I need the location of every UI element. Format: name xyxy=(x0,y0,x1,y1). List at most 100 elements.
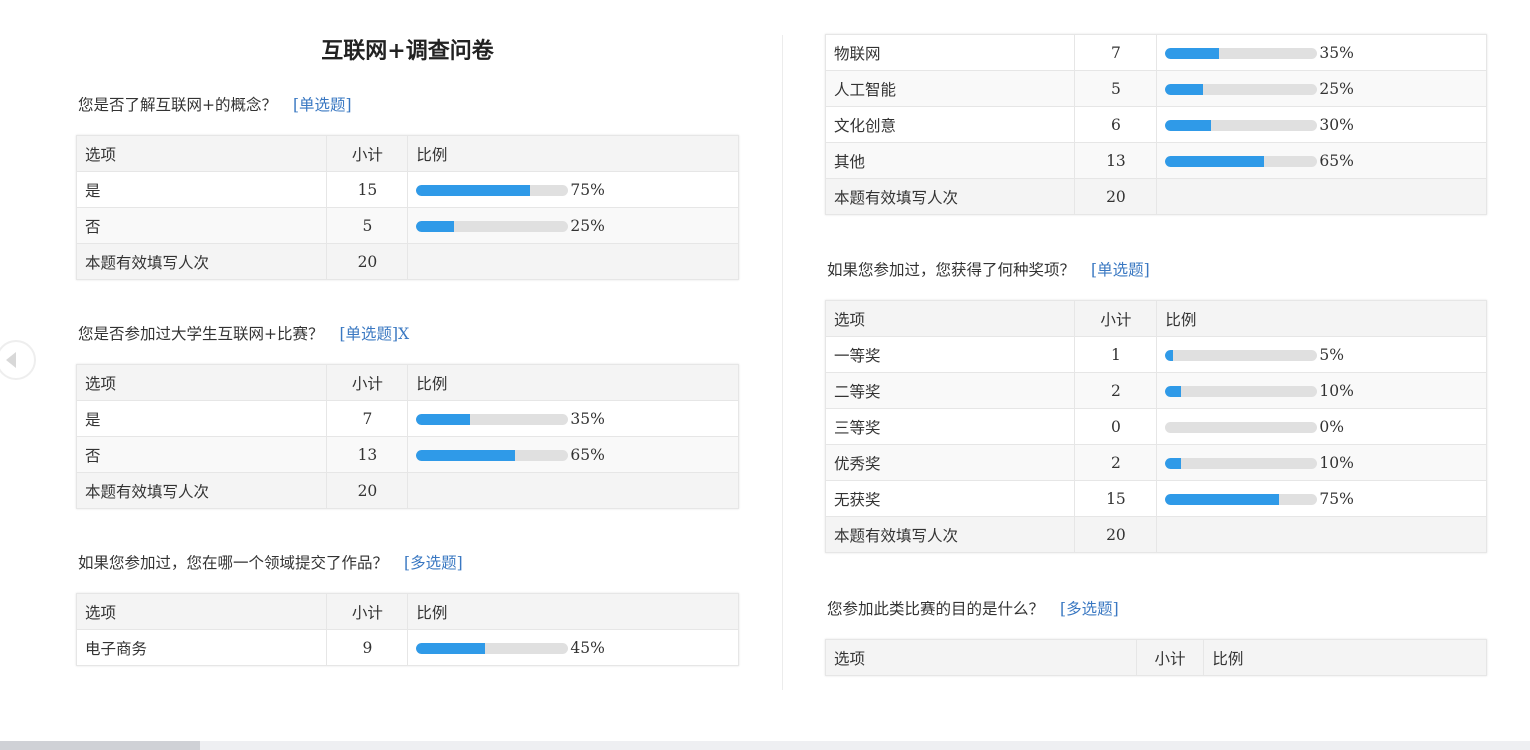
question-text: 您是否参加过大学生互联网+比赛？ xyxy=(78,325,324,343)
percent-label: 65% xyxy=(570,446,605,464)
header-ratio: 比例 xyxy=(1156,300,1487,337)
table-header: 选项 小计 比例 xyxy=(825,639,1487,676)
option-label: 是 xyxy=(75,171,328,208)
option-label: 一等奖 xyxy=(824,336,1076,373)
ratio-cell: 25% xyxy=(407,207,739,244)
ratio-cell: 35% xyxy=(407,400,739,437)
percent-label: 0% xyxy=(1319,418,1344,436)
progress-bar xyxy=(1165,457,1318,469)
table-row: 一等奖 1 5% xyxy=(824,336,1487,373)
table-row: 物联网 7 35% xyxy=(824,34,1487,71)
total-empty xyxy=(407,243,739,280)
table-row: 无获奖 15 75% xyxy=(824,480,1487,517)
header-count: 小计 xyxy=(326,364,409,401)
question-type-tag[interactable]: [单选题]X xyxy=(339,325,410,343)
option-label: 优秀奖 xyxy=(824,444,1076,481)
horizontal-scrollbar[interactable] xyxy=(0,741,1530,750)
table-row: 优秀奖 2 10% xyxy=(824,444,1487,481)
total-label: 本题有效填写人次 xyxy=(824,178,1076,215)
scrollbar-thumb[interactable] xyxy=(0,741,200,750)
header-count: 小计 xyxy=(1135,639,1205,676)
table-header: 选项 小计 比例 xyxy=(75,135,739,172)
table-row: 是 7 35% xyxy=(75,400,739,437)
option-count: 5 xyxy=(326,207,409,244)
total-count: 20 xyxy=(326,243,409,280)
header-option: 选项 xyxy=(75,364,328,401)
ratio-cell: 10% xyxy=(1156,444,1487,481)
option-label: 是 xyxy=(75,400,328,437)
option-count: 15 xyxy=(1074,480,1158,517)
results-table: 选项 小计 比例 是 15 75% 否 5 25% 本题有效填写人次 20 xyxy=(75,135,739,280)
total-row: 本题有效填写人次 20 xyxy=(75,472,739,509)
option-label: 否 xyxy=(75,207,328,244)
progress-fill xyxy=(416,184,531,196)
progress-fill xyxy=(416,449,516,461)
progress-fill xyxy=(1165,385,1181,397)
percent-label: 75% xyxy=(1319,490,1354,508)
option-label: 文化创意 xyxy=(824,106,1076,143)
progress-fill xyxy=(1165,493,1280,505)
option-count: 6 xyxy=(1074,106,1158,143)
question-title: 您参加此类比赛的目的是什么？ [多选题] xyxy=(827,597,1119,619)
header-ratio: 比例 xyxy=(407,364,739,401)
header-count: 小计 xyxy=(326,593,409,630)
option-label: 人工智能 xyxy=(824,70,1076,107)
total-empty xyxy=(1156,516,1487,553)
question-type-tag[interactable]: [多选题] xyxy=(1060,600,1119,618)
option-count: 2 xyxy=(1074,444,1158,481)
progress-bar xyxy=(1165,47,1318,59)
prev-page-button[interactable] xyxy=(0,340,36,380)
results-table: 物联网 7 35% 人工智能 5 25% 文化创意 6 30% 其他 13 65… xyxy=(824,34,1487,215)
progress-bar xyxy=(416,184,569,196)
total-empty xyxy=(407,472,739,509)
arrow-left-icon xyxy=(6,352,16,368)
question-type-tag[interactable]: [多选题] xyxy=(404,554,463,572)
percent-label: 35% xyxy=(570,410,605,428)
percent-label: 65% xyxy=(1319,152,1354,170)
page-title: 互联网+调查问卷 xyxy=(321,38,494,64)
total-label: 本题有效填写人次 xyxy=(824,516,1076,553)
percent-label: 25% xyxy=(1319,80,1354,98)
results-table: 选项 小计 比例 xyxy=(825,639,1487,676)
total-row: 本题有效填写人次 20 xyxy=(824,178,1487,215)
progress-bar xyxy=(416,642,569,654)
table-row: 是 15 75% xyxy=(75,171,739,208)
ratio-cell: 10% xyxy=(1156,372,1487,409)
progress-bar xyxy=(1165,385,1318,397)
question-type-tag[interactable]: [单选题] xyxy=(1091,261,1150,279)
total-label: 本题有效填写人次 xyxy=(75,243,328,280)
percent-label: 75% xyxy=(570,181,605,199)
total-count: 20 xyxy=(1074,178,1158,215)
option-label: 三等奖 xyxy=(824,408,1076,445)
option-count: 13 xyxy=(1074,142,1158,179)
question-type-tag[interactable]: [单选题] xyxy=(293,96,352,114)
header-ratio: 比例 xyxy=(1203,639,1487,676)
progress-bar xyxy=(416,449,569,461)
progress-bar xyxy=(416,413,569,425)
option-count: 13 xyxy=(326,436,409,473)
column-divider xyxy=(782,35,783,690)
table-row: 否 13 65% xyxy=(75,436,739,473)
progress-bar xyxy=(1165,421,1318,433)
option-label: 否 xyxy=(75,436,328,473)
progress-fill xyxy=(1165,83,1204,95)
question-title: 您是否参加过大学生互联网+比赛？ [单选题]X xyxy=(78,322,409,344)
option-label: 物联网 xyxy=(824,34,1076,71)
percent-label: 25% xyxy=(570,217,605,235)
question-text: 如果您参加过，您在哪一个领域提交了作品？ xyxy=(78,554,389,572)
option-count: 7 xyxy=(326,400,409,437)
ratio-cell: 45% xyxy=(407,629,739,666)
total-empty xyxy=(1156,178,1487,215)
option-count: 15 xyxy=(326,171,409,208)
option-count: 7 xyxy=(1074,34,1158,71)
table-row: 电子商务 9 45% xyxy=(75,629,739,666)
header-option: 选项 xyxy=(75,135,328,172)
question-title: 如果您参加过，您在哪一个领域提交了作品？ [多选题] xyxy=(78,551,463,573)
option-label: 二等奖 xyxy=(824,372,1076,409)
ratio-cell: 65% xyxy=(1156,142,1487,179)
progress-bar xyxy=(1165,155,1318,167)
option-count: 5 xyxy=(1074,70,1158,107)
option-label: 其他 xyxy=(824,142,1076,179)
progress-bar xyxy=(416,220,569,232)
progress-bar xyxy=(1165,493,1318,505)
